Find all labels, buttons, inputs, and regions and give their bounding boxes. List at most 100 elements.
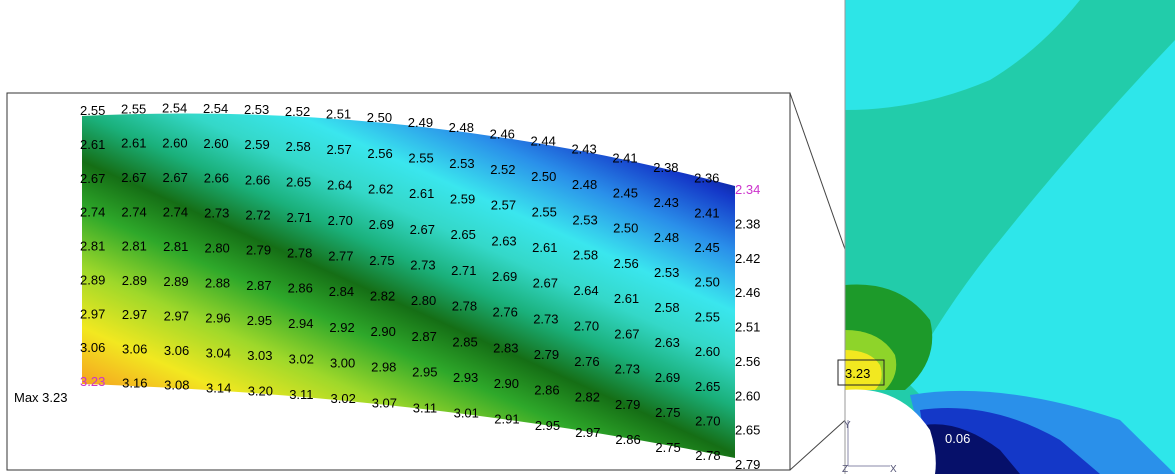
value-label: 2.87 bbox=[246, 278, 271, 293]
value-label: 2.77 bbox=[328, 249, 353, 264]
value-label: 2.58 bbox=[285, 139, 310, 154]
value-label: 2.48 bbox=[449, 120, 474, 135]
value-label: 2.89 bbox=[122, 273, 147, 288]
value-label: 2.91 bbox=[494, 412, 519, 427]
value-label: 2.87 bbox=[412, 329, 437, 344]
value-label: 2.70 bbox=[695, 414, 720, 429]
value-label: 2.48 bbox=[654, 230, 679, 245]
value-label: 2.53 bbox=[572, 212, 597, 227]
value-label: 2.69 bbox=[655, 370, 680, 385]
value-label: 2.69 bbox=[369, 217, 394, 232]
value-label: 2.80 bbox=[411, 293, 436, 308]
value-label: 2.60 bbox=[203, 136, 228, 151]
axis-z-label: Z bbox=[842, 464, 848, 474]
value-label: 2.65 bbox=[735, 423, 760, 438]
value-label: 2.46 bbox=[735, 285, 760, 300]
value-label: 2.56 bbox=[613, 256, 638, 271]
value-label: 2.34 bbox=[735, 182, 760, 197]
value-label: 3.08 bbox=[164, 378, 189, 393]
value-label: 3.06 bbox=[164, 343, 189, 358]
value-label: 2.43 bbox=[654, 195, 679, 210]
value-label: 2.97 bbox=[80, 306, 105, 321]
axis-triad: Y Z X bbox=[842, 420, 897, 474]
value-label: 2.76 bbox=[574, 354, 599, 369]
value-label: 2.75 bbox=[655, 440, 680, 455]
value-label: 2.98 bbox=[371, 360, 396, 375]
value-label: 2.67 bbox=[80, 171, 105, 186]
value-label: 3.06 bbox=[80, 340, 105, 355]
value-label: 2.54 bbox=[203, 101, 228, 116]
value-label: 2.52 bbox=[285, 104, 310, 119]
value-label: 2.54 bbox=[162, 101, 187, 116]
value-label: 2.44 bbox=[531, 133, 556, 148]
hole-max-label: 3.23 bbox=[845, 366, 870, 381]
value-label: 2.95 bbox=[535, 418, 560, 433]
value-label: 2.58 bbox=[573, 248, 598, 263]
value-label: 2.67 bbox=[121, 170, 146, 185]
value-label: 2.73 bbox=[410, 258, 435, 273]
value-label: 2.50 bbox=[367, 110, 392, 125]
value-label: 2.83 bbox=[493, 340, 518, 355]
value-label: 2.59 bbox=[244, 137, 269, 152]
value-label: 2.61 bbox=[532, 240, 557, 255]
value-label: 2.57 bbox=[326, 142, 351, 157]
value-label: 2.65 bbox=[286, 175, 311, 190]
value-label: 2.59 bbox=[450, 192, 475, 207]
value-label: 2.56 bbox=[735, 354, 760, 369]
value-label: 2.92 bbox=[329, 320, 354, 335]
value-label: 2.72 bbox=[245, 207, 270, 222]
value-label: 2.90 bbox=[494, 376, 519, 391]
value-label: 2.45 bbox=[694, 240, 719, 255]
value-label: 2.78 bbox=[695, 448, 720, 463]
value-label: 2.58 bbox=[654, 300, 679, 315]
value-label: 2.85 bbox=[452, 334, 477, 349]
value-label: 3.23 bbox=[80, 374, 105, 389]
axis-y-label: Y bbox=[844, 420, 851, 431]
value-label: 2.36 bbox=[694, 171, 719, 186]
value-label: 2.90 bbox=[371, 324, 396, 339]
value-label: 2.71 bbox=[287, 210, 312, 225]
value-label: 2.61 bbox=[409, 186, 434, 201]
value-label: 2.67 bbox=[533, 276, 558, 291]
value-label: 2.70 bbox=[574, 319, 599, 334]
value-label: 2.46 bbox=[490, 126, 515, 141]
value-label: 3.06 bbox=[122, 341, 147, 356]
value-label: 2.65 bbox=[695, 379, 720, 394]
value-label: 2.49 bbox=[408, 115, 433, 130]
value-label: 3.02 bbox=[331, 391, 356, 406]
contour-plate bbox=[82, 113, 735, 458]
value-label: 2.81 bbox=[122, 239, 147, 254]
value-label: 3.03 bbox=[247, 348, 272, 363]
value-label: 2.55 bbox=[408, 150, 433, 165]
value-label: 2.89 bbox=[163, 274, 188, 289]
value-label: 2.41 bbox=[612, 150, 637, 165]
value-label: 2.53 bbox=[244, 102, 269, 117]
value-label: 2.73 bbox=[533, 311, 558, 326]
axis-x-label: X bbox=[890, 464, 897, 474]
value-label: 2.60 bbox=[695, 344, 720, 359]
value-label: 2.61 bbox=[80, 137, 105, 152]
value-label: 2.82 bbox=[575, 389, 600, 404]
value-label: 2.73 bbox=[615, 362, 640, 377]
value-label: 2.97 bbox=[122, 307, 147, 322]
value-label: 2.78 bbox=[452, 299, 477, 314]
value-label: 2.79 bbox=[735, 457, 760, 472]
value-label: 2.55 bbox=[121, 101, 146, 116]
value-label: 3.01 bbox=[454, 406, 479, 421]
value-label: 2.79 bbox=[615, 397, 640, 412]
value-label: 2.42 bbox=[735, 251, 760, 266]
value-label: 2.51 bbox=[326, 107, 351, 122]
value-label: 2.63 bbox=[655, 335, 680, 350]
value-label: 2.74 bbox=[121, 204, 146, 219]
value-label: 2.96 bbox=[205, 310, 230, 325]
value-label: 2.61 bbox=[614, 291, 639, 306]
value-label: 3.04 bbox=[206, 345, 231, 360]
value-label: 2.53 bbox=[654, 265, 679, 280]
value-label: 2.70 bbox=[328, 213, 353, 228]
value-label: 2.38 bbox=[735, 216, 760, 231]
value-label: 2.48 bbox=[572, 177, 597, 192]
value-label: 3.16 bbox=[122, 376, 147, 391]
value-label: 2.66 bbox=[204, 171, 229, 186]
value-label: 2.67 bbox=[163, 170, 188, 185]
